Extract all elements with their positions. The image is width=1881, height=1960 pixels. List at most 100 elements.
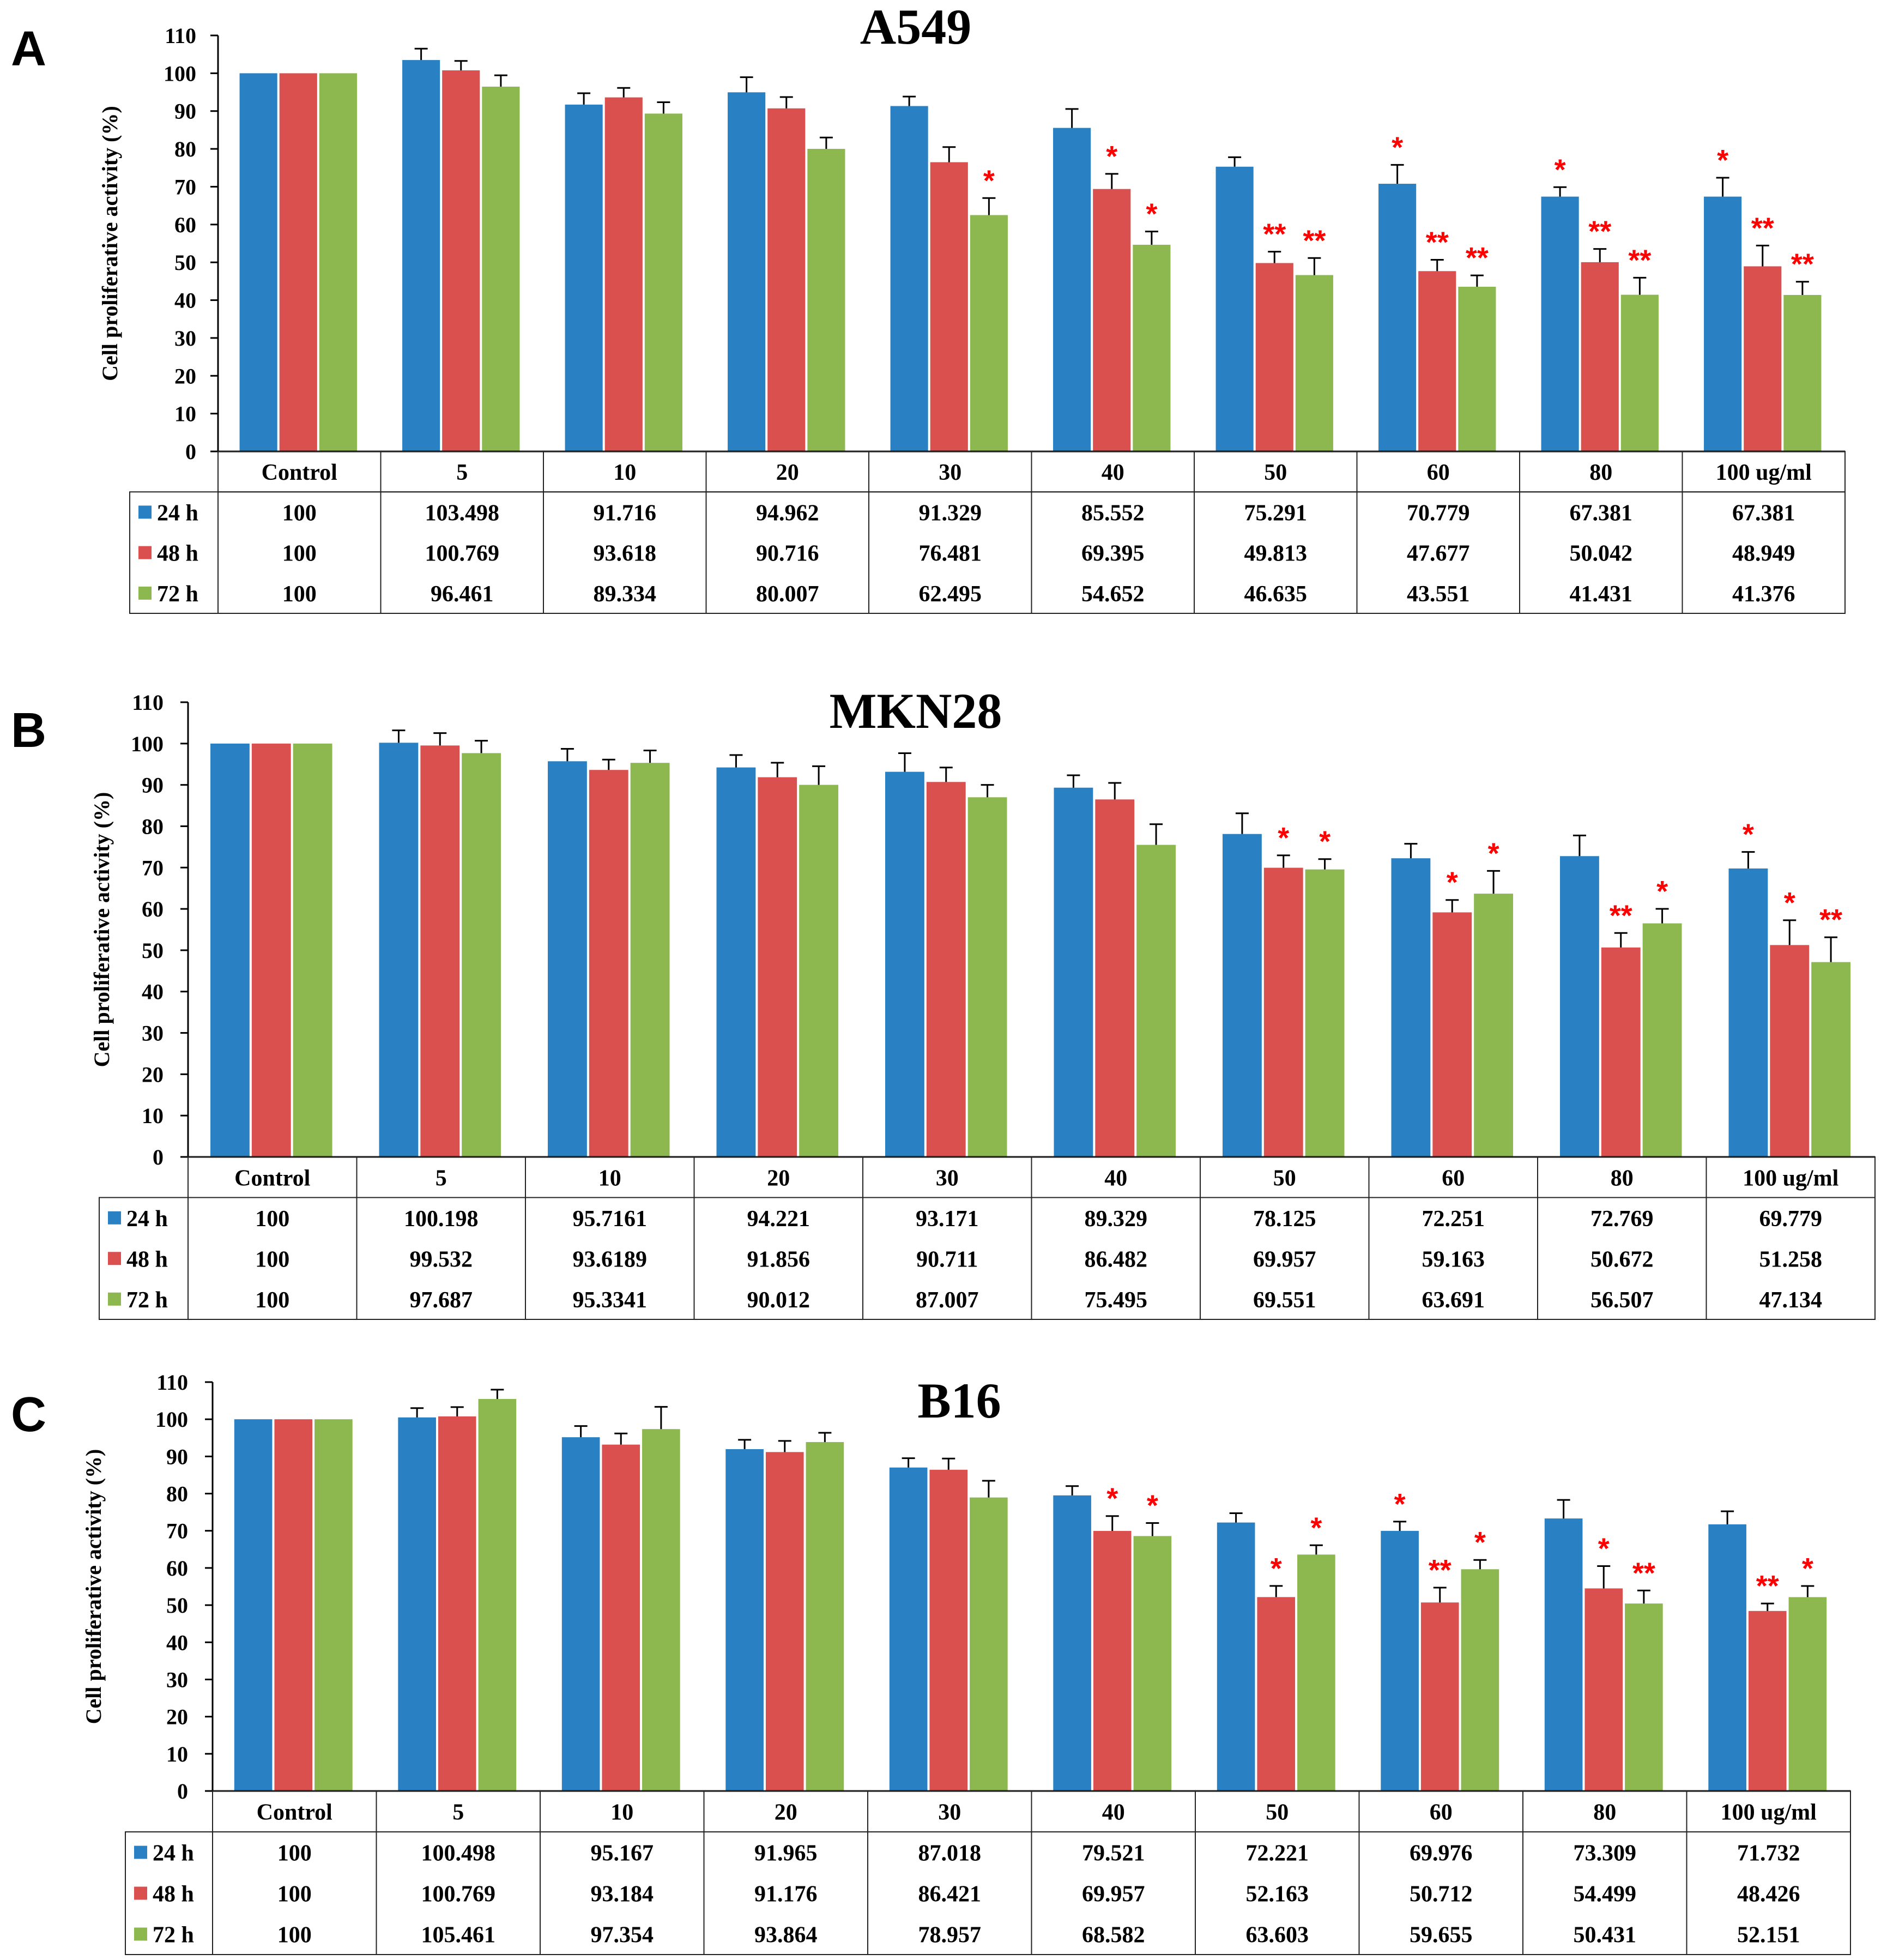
bar xyxy=(630,763,670,1157)
table-cell: 100 xyxy=(277,1923,312,1948)
y-tick-label: 10 xyxy=(166,1742,188,1766)
legend-swatch xyxy=(138,505,152,519)
table-cell: 91.176 xyxy=(754,1882,818,1907)
bar xyxy=(1458,286,1496,451)
significance-label: * xyxy=(1598,1533,1610,1565)
bar xyxy=(379,743,419,1157)
significance-label: * xyxy=(1743,818,1754,851)
significance-label: * xyxy=(1147,1489,1158,1522)
bar xyxy=(1474,894,1513,1157)
bar xyxy=(1708,1524,1746,1791)
bar xyxy=(970,1497,1008,1791)
table-cell: 100 xyxy=(282,541,317,566)
table-cell: 50.672 xyxy=(1590,1247,1654,1272)
table-cell: 91.329 xyxy=(919,500,982,526)
bar xyxy=(758,777,797,1157)
table-cell: 100.769 xyxy=(425,541,500,566)
legend-swatch xyxy=(138,586,152,600)
table-cell: 59.163 xyxy=(1422,1247,1485,1272)
chart-title: A549 xyxy=(860,0,971,55)
table-cell: 94.221 xyxy=(747,1207,811,1232)
table-cell: 93.6189 xyxy=(573,1247,648,1272)
table-cell: 96.461 xyxy=(431,582,494,607)
table-header-cell: Control xyxy=(262,460,337,485)
bar xyxy=(799,785,838,1157)
significance-label: ** xyxy=(1819,903,1842,936)
table-header-cell: 30 xyxy=(939,460,961,485)
table-cell: 69.779 xyxy=(1759,1207,1823,1232)
significance-label: ** xyxy=(1588,215,1611,248)
table-header-cell: 5 xyxy=(436,1166,447,1191)
bar xyxy=(1728,868,1768,1157)
bar xyxy=(1093,189,1131,451)
bar xyxy=(1223,834,1262,1157)
table-cell: 50.431 xyxy=(1574,1923,1637,1948)
legend-label: 72 h xyxy=(157,582,198,607)
table-cell: 76.481 xyxy=(919,541,982,566)
table-cell: 87.007 xyxy=(916,1288,979,1313)
bar xyxy=(1420,1602,1459,1791)
bar xyxy=(642,1429,680,1791)
bar xyxy=(1136,845,1176,1157)
significance-label: ** xyxy=(1751,212,1774,244)
legend-label: 48 h xyxy=(126,1247,168,1272)
table-header-cell: 80 xyxy=(1589,460,1612,485)
table-cell: 100 xyxy=(255,1207,289,1232)
significance-label: ** xyxy=(1632,1557,1655,1589)
bar xyxy=(561,1437,600,1791)
table-header-cell: 10 xyxy=(610,1800,633,1825)
significance-label: * xyxy=(1106,140,1117,173)
table-header-cell: 40 xyxy=(1102,1800,1125,1825)
bar xyxy=(929,1469,968,1791)
legend-swatch xyxy=(108,1292,121,1306)
significance-label: * xyxy=(1717,144,1728,177)
table-cell: 75.291 xyxy=(1244,500,1308,526)
table-cell: 52.151 xyxy=(1737,1923,1800,1948)
table-cell: 97.354 xyxy=(591,1923,654,1948)
significance-label: * xyxy=(1278,822,1289,854)
bar xyxy=(1133,244,1171,451)
y-tick-label: 80 xyxy=(142,814,164,839)
table-cell: 100.769 xyxy=(421,1882,496,1907)
y-tick-label: 0 xyxy=(185,439,196,464)
bar xyxy=(210,743,250,1157)
table-header-cell: 40 xyxy=(1104,1166,1127,1191)
table-cell: 71.732 xyxy=(1737,1841,1800,1866)
bar xyxy=(1295,275,1333,451)
bar xyxy=(1054,787,1093,1157)
legend-swatch xyxy=(134,1886,147,1900)
bar xyxy=(293,743,332,1157)
table-header-cell: 100 ug/ml xyxy=(1721,1800,1817,1825)
bar xyxy=(926,782,966,1157)
table-cell: 63.691 xyxy=(1422,1288,1485,1313)
bar xyxy=(314,1419,353,1791)
y-tick-label: 40 xyxy=(166,1630,188,1655)
table-cell: 43.551 xyxy=(1407,582,1470,607)
table-cell: 79.521 xyxy=(1082,1841,1145,1866)
bar xyxy=(420,745,460,1157)
y-tick-label: 0 xyxy=(153,1145,164,1169)
table-cell: 47.134 xyxy=(1759,1288,1823,1313)
table-cell: 62.495 xyxy=(919,582,982,607)
table-header-cell: Control xyxy=(234,1166,310,1191)
bar xyxy=(970,215,1008,451)
table-header-cell: 50 xyxy=(1266,1800,1289,1825)
significance-label: * xyxy=(1555,153,1566,186)
table-cell: 48.426 xyxy=(1737,1882,1800,1907)
bar xyxy=(548,761,587,1157)
table-cell: 100 xyxy=(277,1882,312,1907)
bar xyxy=(1378,184,1417,451)
bar xyxy=(602,1444,640,1791)
table-header-cell: 80 xyxy=(1611,1166,1634,1191)
legend-swatch xyxy=(108,1252,121,1265)
bar xyxy=(930,162,968,451)
table-cell: 70.779 xyxy=(1407,500,1470,526)
table-cell: 54.499 xyxy=(1574,1882,1637,1907)
y-tick-label: 10 xyxy=(174,402,196,426)
chart-panel-c: C B16 Cell proliferative activity (%) 0 10 20… xyxy=(11,1370,1851,1955)
bar xyxy=(1620,294,1659,451)
y-tick-label: 10 xyxy=(142,1103,164,1128)
bar xyxy=(1544,1518,1583,1791)
table-cell: 80.007 xyxy=(756,582,819,607)
